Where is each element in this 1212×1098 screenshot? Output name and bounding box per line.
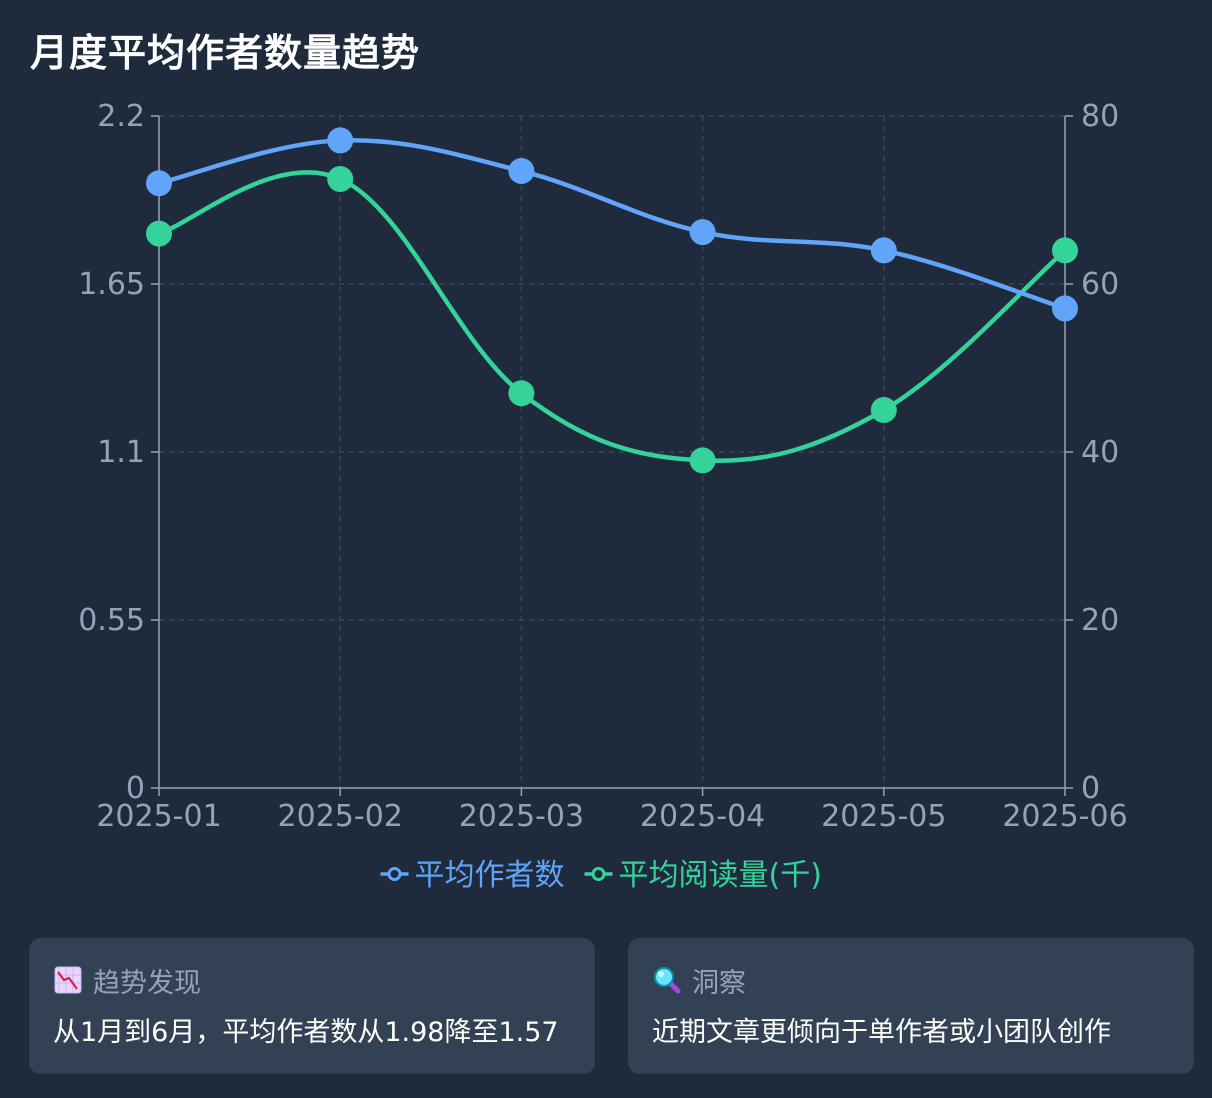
- data-point-reads: [689, 447, 716, 474]
- trend-card: 趋势发现 从1月到6月，平均作者数从1.98降至1.57: [29, 938, 595, 1074]
- y-left-tick-label: 1.65: [78, 267, 145, 302]
- chart-decreasing-icon: [53, 965, 83, 995]
- x-tick-label: 2025-06: [1002, 799, 1127, 834]
- chart-title: 月度平均作者数量趋势: [30, 31, 421, 75]
- y-left-tick-label: 0: [126, 771, 145, 806]
- insight-card-text: 近期文章更倾向于单作者或小团队创作: [652, 1017, 1111, 1048]
- data-point-authors: [146, 170, 172, 197]
- insight-card: 洞察 近期文章更倾向于单作者或小团队创作: [628, 938, 1194, 1074]
- y-left-tick-label: 1.1: [97, 435, 145, 470]
- data-point-authors: [508, 157, 535, 184]
- x-tick-label: 2025-05: [821, 799, 946, 834]
- data-point-authors: [1052, 295, 1078, 322]
- data-point-reads: [327, 166, 354, 192]
- y-right-tick-label: 0: [1081, 771, 1100, 806]
- insight-card-heading: 洞察: [692, 967, 746, 999]
- y-right-tick-label: 20: [1081, 603, 1119, 638]
- data-point-reads: [1052, 237, 1078, 264]
- data-point-authors: [327, 127, 354, 154]
- y-left-tick-label: 0.55: [78, 603, 145, 638]
- x-tick-label: 2025-01: [96, 799, 221, 834]
- legend-symbol-dot: [591, 867, 606, 881]
- magnifier-icon: [652, 965, 682, 995]
- line-chart: 0 0.55 1.1 1.65 2.2 0 20 40 60 80 2025-01 2025-02 20…: [78, 99, 1127, 893]
- x-tick-label: 2025-04: [640, 799, 765, 834]
- trend-card-text: 从1月到6月，平均作者数从1.98降至1.57: [53, 1017, 559, 1048]
- trend-card-heading: 趋势发现: [93, 967, 201, 999]
- y-right-tick-label: 40: [1081, 435, 1119, 470]
- data-point-reads: [508, 380, 535, 407]
- x-tick-label: 2025-02: [278, 799, 403, 834]
- y-right-tick-label: 80: [1081, 99, 1119, 134]
- x-tick-label: 2025-03: [459, 799, 584, 834]
- data-point-authors: [870, 237, 897, 264]
- series-line-reads: [156, 170, 1068, 464]
- data-point-reads: [146, 220, 172, 247]
- legend-label-authors: 平均作者数: [415, 858, 565, 893]
- data-point-reads: [870, 397, 897, 423]
- series-line-authors: [156, 137, 1068, 311]
- legend-symbol-dot: [387, 867, 402, 881]
- legend-label-reads: 平均阅读量(千): [619, 858, 822, 893]
- data-point-authors: [689, 219, 716, 246]
- y-left-tick-label: 2.2: [97, 99, 145, 134]
- y-right-tick-label: 60: [1081, 267, 1119, 302]
